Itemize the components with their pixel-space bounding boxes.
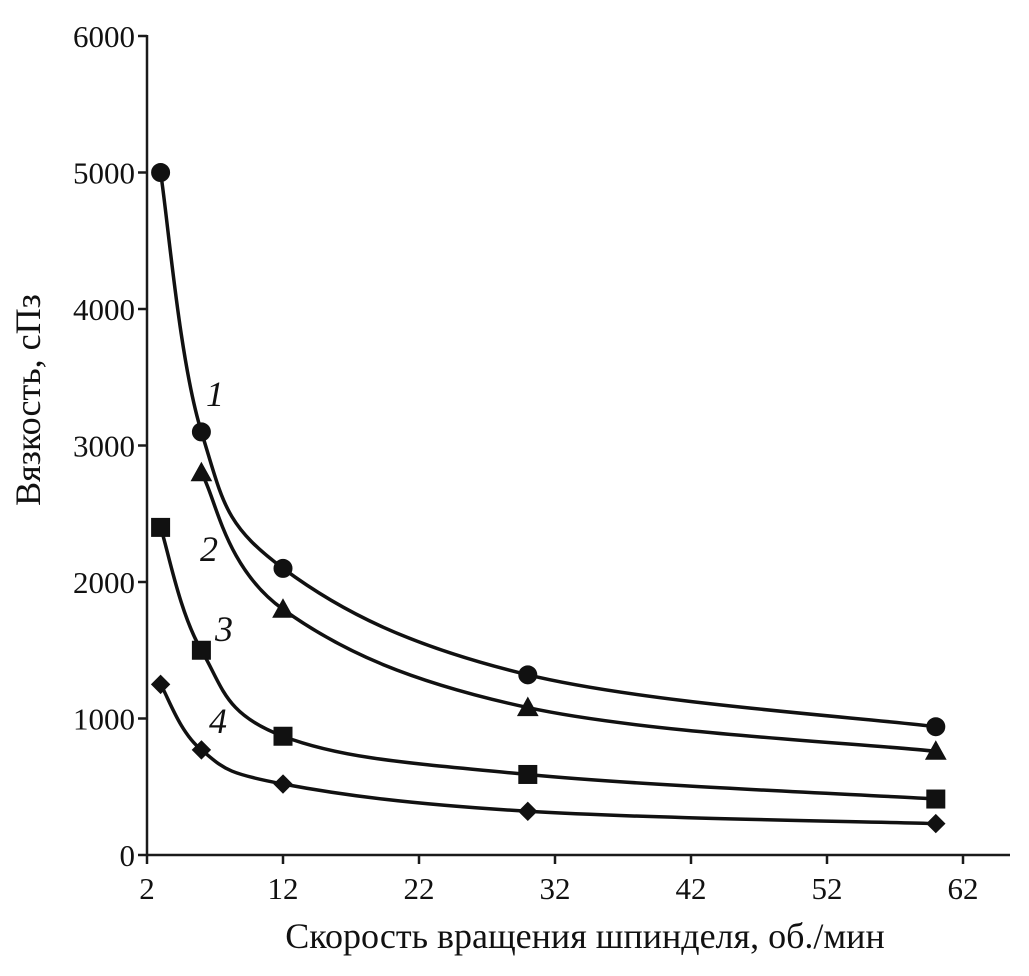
curve-label-2: 2 — [200, 529, 218, 569]
curve-label-3: 3 — [214, 609, 233, 649]
series-4-point — [273, 774, 293, 794]
x-tick-label: 22 — [404, 871, 435, 906]
series-3-point — [518, 764, 538, 784]
series-4-point — [926, 813, 946, 834]
x-tick-label: 32 — [540, 871, 571, 906]
series-1-point — [926, 717, 946, 737]
series-2-point — [924, 740, 947, 760]
curve-label-4: 4 — [209, 701, 227, 741]
y-tick-label: 6000 — [73, 19, 135, 54]
series-4-point — [191, 740, 212, 760]
x-tick-label: 52 — [812, 871, 843, 906]
x-tick-label: 2 — [139, 871, 155, 906]
curve-label-1: 1 — [206, 374, 224, 414]
x-axis-title: Скорость вращения шпинделя, об./мин — [285, 916, 884, 956]
y-tick-label: 0 — [120, 838, 136, 873]
y-tick-label: 5000 — [73, 156, 135, 191]
series-4-point — [150, 674, 171, 695]
series-3-point — [191, 640, 211, 660]
series-3-point — [926, 789, 946, 809]
y-tick-label: 1000 — [73, 702, 135, 737]
series-2-line — [199, 471, 938, 754]
series-1-point — [273, 558, 293, 578]
series-3-point — [151, 517, 171, 537]
series-curves — [158, 170, 938, 826]
y-axis-title: Вязкость, сПз — [8, 294, 48, 506]
series-3-point — [273, 726, 293, 746]
x-tick-label: 12 — [268, 871, 299, 906]
series-1-point — [518, 665, 538, 685]
series-2-point — [516, 696, 539, 717]
y-tick-label: 4000 — [73, 292, 135, 327]
y-tick-label: 2000 — [73, 565, 135, 600]
curve-labels: 1 2 3 4 — [200, 374, 233, 741]
series-2-point — [190, 461, 213, 482]
series-4-point — [518, 801, 538, 822]
series-1-line — [158, 170, 938, 729]
series-1-point — [151, 163, 171, 182]
x-tick-label: 62 — [948, 871, 979, 906]
series-2-point — [272, 598, 294, 618]
x-tick-label: 42 — [676, 871, 707, 906]
series-3-line — [158, 525, 938, 801]
series-markers — [150, 163, 947, 834]
series-1-point — [191, 422, 211, 442]
y-tick-label: 3000 — [73, 429, 135, 464]
series-4-line — [158, 682, 938, 826]
